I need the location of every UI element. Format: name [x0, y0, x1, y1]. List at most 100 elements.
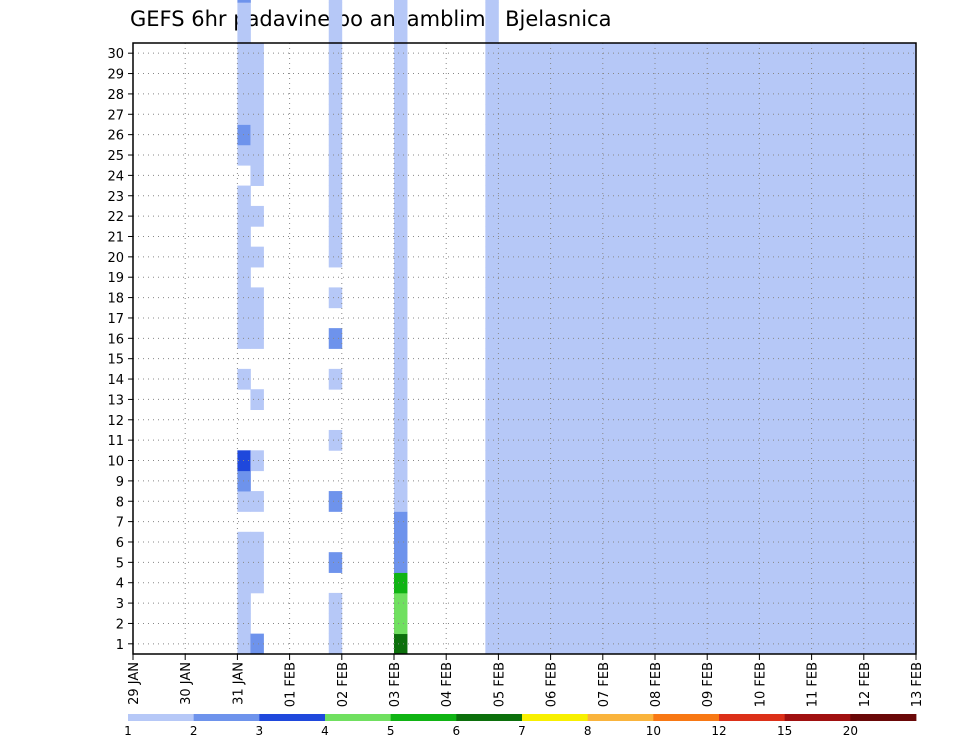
heatmap-cell [889, 205, 904, 227]
heatmap-cell [681, 429, 695, 451]
heatmap-cell [850, 613, 865, 635]
heatmap-cell [824, 572, 839, 594]
heatmap-cell [602, 592, 617, 614]
heatmap-cell [759, 328, 773, 349]
heatmap-cell [824, 328, 839, 349]
heatmap-cell [694, 613, 708, 635]
heatmap-cell [328, 328, 343, 349]
heatmap-cell [524, 348, 538, 370]
heatmap-cell [563, 491, 578, 512]
heatmap-cell [237, 267, 251, 288]
heatmap-cell [485, 491, 499, 512]
heatmap-cell [602, 409, 617, 431]
heatmap-cell [237, 328, 251, 349]
heatmap-cell [720, 63, 734, 85]
heatmap-cell [850, 124, 865, 146]
heatmap-cell [394, 144, 408, 166]
heatmap-cell [759, 287, 773, 309]
heatmap-cell [850, 572, 865, 594]
heatmap-cell [485, 43, 499, 64]
heatmap-cell [328, 104, 343, 125]
heatmap-cell [694, 307, 708, 329]
colorbar-label: 5 [387, 724, 395, 738]
heatmap-cell [498, 43, 512, 64]
heatmap-cell [394, 2, 408, 24]
heatmap-cell [394, 287, 408, 309]
heatmap-cell [902, 368, 917, 390]
heatmap-cell [602, 83, 617, 105]
heatmap-cell [602, 552, 617, 573]
heatmap-cell [824, 450, 839, 472]
heatmap-cell [485, 165, 499, 186]
heatmap-cell [889, 511, 904, 533]
heatmap-cell [537, 43, 551, 64]
colorbar-swatch [193, 714, 260, 721]
heatmap-cell [798, 246, 812, 268]
heatmap-cell [628, 450, 643, 472]
heatmap-cell [485, 348, 499, 370]
heatmap-cell [602, 205, 617, 227]
heatmap-cell [328, 226, 343, 248]
heatmap-cell [537, 409, 551, 431]
heatmap-cell [889, 63, 904, 85]
heatmap-cell [563, 307, 578, 329]
heatmap-cell [681, 124, 695, 146]
heatmap-cell [720, 592, 734, 614]
heatmap-cell [785, 491, 799, 512]
heatmap-cell [250, 144, 264, 166]
heatmap-cell [733, 165, 747, 186]
heatmap-cell [798, 429, 812, 451]
heatmap-cell [655, 491, 669, 512]
heatmap-cell [733, 368, 747, 390]
heatmap-cell [589, 429, 604, 451]
colorbar-swatch [719, 714, 786, 721]
heatmap-cell [328, 2, 343, 24]
heatmap-cell [798, 63, 812, 85]
heatmap-cell [720, 185, 734, 207]
grid-lines [133, 43, 916, 654]
y-tick-label: 12 [107, 414, 124, 429]
heatmap-cell [733, 592, 747, 614]
heatmap-cell [720, 491, 734, 512]
heatmap-cell [328, 429, 343, 451]
heatmap-cell [772, 246, 786, 268]
heatmap-cell [550, 429, 565, 451]
heatmap-cell [759, 592, 773, 614]
heatmap-cell [785, 104, 799, 125]
heatmap-cell [589, 205, 604, 227]
heatmap-cell [589, 43, 604, 64]
heatmap-cell [628, 531, 643, 553]
heatmap-cell [485, 613, 499, 635]
heatmap-cell [863, 267, 878, 288]
colorbar-swatch [390, 714, 457, 721]
heatmap-cell [485, 144, 499, 166]
heatmap-cell [589, 409, 604, 431]
heatmap-cell [720, 368, 734, 390]
heatmap-cell [785, 63, 799, 85]
heatmap-cell [498, 205, 512, 227]
heatmap-cell [615, 287, 630, 309]
heatmap-cell [798, 613, 812, 635]
heatmap-cell [550, 552, 565, 573]
heatmap-cell [550, 470, 565, 492]
heatmap-cell [720, 470, 734, 492]
heatmap-cell [759, 226, 773, 248]
heatmap-cell [498, 633, 512, 655]
heatmap-cell [537, 592, 551, 614]
heatmap-cell [720, 124, 734, 146]
y-tick-label: 29 [107, 68, 124, 83]
heatmap-cell [524, 124, 538, 146]
heatmap-cell [837, 205, 852, 227]
heatmap-cell [681, 348, 695, 370]
heatmap-cell [759, 409, 773, 431]
heatmap-cell [237, 592, 251, 614]
heatmap-cell [889, 429, 904, 451]
heatmap-cell [785, 328, 799, 349]
heatmap-cell [550, 124, 565, 146]
heatmap-cell [863, 531, 878, 553]
heatmap-cell [485, 409, 499, 431]
heatmap-cell [615, 470, 630, 492]
heatmap-cell [902, 63, 917, 85]
y-tick-label: 24 [107, 169, 124, 184]
heatmap-cell [550, 491, 565, 512]
